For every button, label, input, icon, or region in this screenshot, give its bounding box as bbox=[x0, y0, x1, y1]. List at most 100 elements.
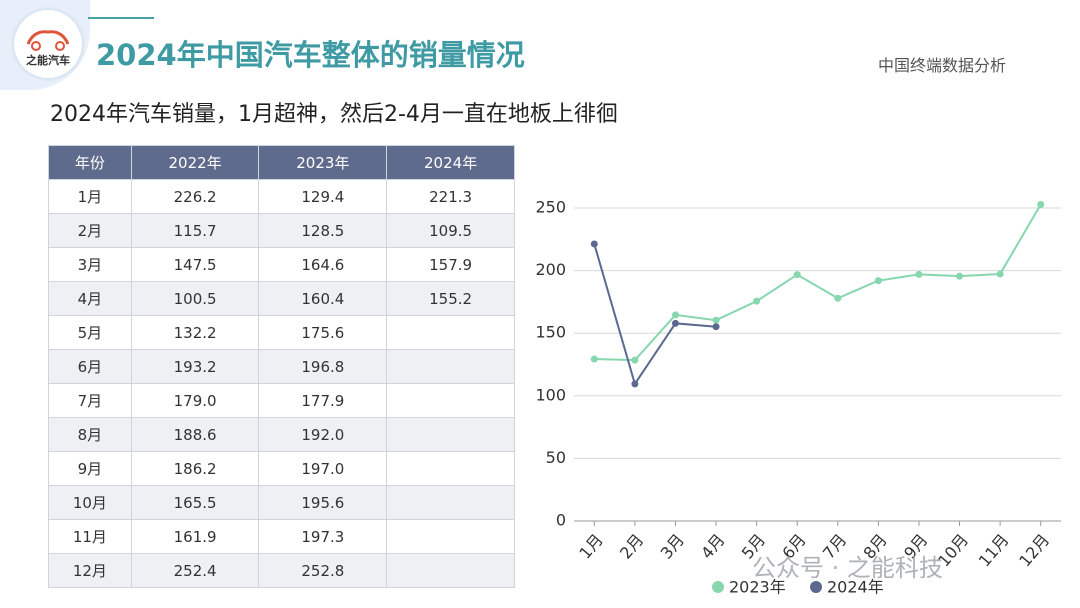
table-cell: 12月 bbox=[48, 553, 132, 588]
title: 2024年中国汽车整体的销量情况 bbox=[96, 38, 525, 72]
point bbox=[793, 271, 801, 279]
table-cell: 10月 bbox=[48, 485, 132, 520]
empty-cell bbox=[386, 485, 515, 520]
x-tick-label: 11月 bbox=[975, 530, 1013, 570]
point bbox=[996, 270, 1004, 278]
table-row: 5月 132.2 175.6 bbox=[48, 315, 515, 350]
table-cell: 226.2 bbox=[130, 179, 260, 214]
table-row: 4月 100.5 160.4 155.2 bbox=[48, 281, 515, 316]
y-tick-label: 250 bbox=[535, 198, 566, 217]
table-cell: 197.0 bbox=[258, 451, 388, 486]
table-row: 7月 179.0 177.9 bbox=[48, 383, 515, 418]
y-tick-label: 100 bbox=[535, 385, 566, 404]
table-cell: 8月 bbox=[48, 417, 132, 452]
point bbox=[956, 272, 964, 280]
x-tick-label: 1月 bbox=[575, 530, 606, 562]
x-tick-label: 4月 bbox=[697, 530, 728, 562]
table-row: 12月 252.4 252.8 bbox=[48, 553, 515, 588]
table-cell: 3月 bbox=[48, 247, 132, 282]
header-cell: 2024年 bbox=[386, 145, 515, 180]
table-cell: 164.6 bbox=[258, 247, 388, 282]
table-cell: 9月 bbox=[48, 451, 132, 486]
table-cell: 195.6 bbox=[258, 485, 388, 520]
table-cell: 192.0 bbox=[258, 417, 388, 452]
empty-cell bbox=[386, 383, 515, 418]
point bbox=[590, 240, 598, 248]
y-tick-label: 0 bbox=[556, 511, 566, 530]
table-row: 11月 161.9 197.3 bbox=[48, 519, 515, 554]
table-cell: 179.0 bbox=[130, 383, 260, 418]
point bbox=[671, 311, 679, 319]
table-cell: 100.5 bbox=[130, 281, 260, 316]
point bbox=[874, 277, 882, 285]
watermark: 公众号 · 之能科技 bbox=[752, 554, 943, 582]
header-cell: 2023年 bbox=[258, 145, 388, 180]
point bbox=[590, 355, 598, 363]
empty-cell bbox=[386, 315, 515, 350]
table-row: 8月 188.6 192.0 bbox=[48, 417, 515, 452]
source: 中国终端数据分析 bbox=[878, 56, 1007, 75]
table-row: 1月 226.2 129.4 221.3 bbox=[48, 179, 515, 214]
point bbox=[915, 270, 923, 278]
table-cell: 160.4 bbox=[258, 281, 388, 316]
table-cell: 147.5 bbox=[130, 247, 260, 282]
table-cell: 177.9 bbox=[258, 383, 388, 418]
table-cell: 175.6 bbox=[258, 315, 388, 350]
table-row: 9月 186.2 197.0 bbox=[48, 451, 515, 486]
empty-cell bbox=[386, 553, 515, 588]
point bbox=[631, 356, 639, 364]
logo-icon bbox=[26, 30, 70, 51]
table: 年份 2022年 2023年 2024年 1月 226.2 129.4 221.3 2月 115.… bbox=[48, 145, 515, 588]
point bbox=[1037, 201, 1045, 209]
point bbox=[834, 294, 842, 302]
table-cell: 2月 bbox=[48, 213, 132, 248]
subtitle: 2024年汽车销量，1月超神，然后2-4月一直在地板上徘徊 bbox=[50, 102, 618, 127]
table-cell: 4月 bbox=[48, 281, 132, 316]
table-cell: 252.8 bbox=[258, 553, 388, 588]
x-tick-label: 2月 bbox=[616, 530, 647, 562]
series-line bbox=[593, 243, 717, 387]
logo-text: 之能汽车 bbox=[26, 54, 70, 67]
logo: 之能汽车 bbox=[14, 10, 82, 78]
legend-swatch bbox=[712, 581, 724, 593]
table-cell: 221.3 bbox=[386, 179, 515, 214]
table-row: 10月 165.5 195.6 bbox=[48, 485, 515, 520]
logo-wheel bbox=[31, 41, 41, 51]
point bbox=[631, 380, 639, 388]
point bbox=[712, 316, 720, 324]
table-cell: 197.3 bbox=[258, 519, 388, 554]
empty-cell bbox=[386, 417, 515, 452]
table-cell: 165.5 bbox=[130, 485, 260, 520]
x-tick-label: 3月 bbox=[657, 530, 688, 562]
logo-car bbox=[26, 30, 70, 45]
table-cell: 252.4 bbox=[130, 553, 260, 588]
table-cell: 155.2 bbox=[386, 281, 515, 316]
table-row: 2月 115.7 128.5 109.5 bbox=[48, 213, 515, 248]
table-cell: 196.8 bbox=[258, 349, 388, 384]
table-cell: 109.5 bbox=[386, 213, 515, 248]
y-tick-label: 50 bbox=[546, 448, 566, 467]
table-cell: 6月 bbox=[48, 349, 132, 384]
point bbox=[712, 323, 720, 331]
table-row: 6月 193.2 196.8 bbox=[48, 349, 515, 384]
point bbox=[671, 319, 679, 327]
legend-label: 2023年 bbox=[729, 578, 786, 597]
y-tick-label: 200 bbox=[535, 260, 566, 279]
title-rule bbox=[88, 17, 154, 19]
table-row: 3月 147.5 164.6 157.9 bbox=[48, 247, 515, 282]
logo-wheel bbox=[55, 41, 65, 51]
table-cell: 193.2 bbox=[130, 349, 260, 384]
series-line bbox=[594, 204, 1042, 362]
header-cell: 2022年 bbox=[130, 145, 260, 180]
legend-swatch bbox=[810, 581, 822, 593]
y-tick-label: 150 bbox=[535, 323, 566, 342]
table-cell: 161.9 bbox=[130, 519, 260, 554]
table-cell: 157.9 bbox=[386, 247, 515, 282]
header-row: 年份 2022年 2023年 2024年 bbox=[48, 145, 515, 180]
point bbox=[753, 297, 761, 305]
table-cell: 115.7 bbox=[130, 213, 260, 248]
x-tick-label: 12月 bbox=[1015, 530, 1053, 570]
table-cell: 128.5 bbox=[258, 213, 388, 248]
